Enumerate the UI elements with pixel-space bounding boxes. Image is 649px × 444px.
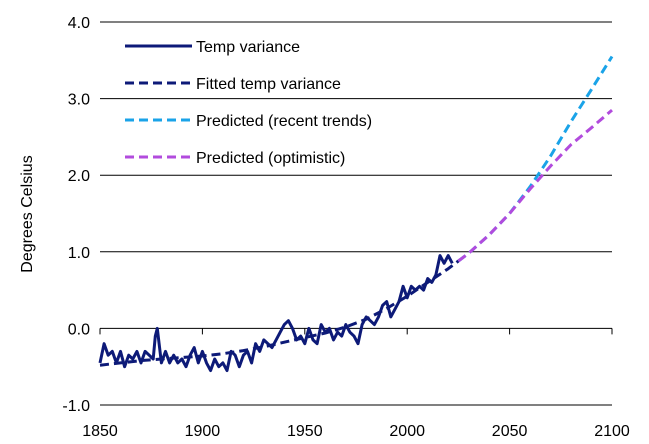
y-tick-label: 0.0 <box>68 321 90 338</box>
x-tick-label: 1900 <box>185 423 221 439</box>
series-lines <box>98 55 614 372</box>
x-tick-label: 2000 <box>389 423 425 439</box>
x-tick-label: 2100 <box>594 423 630 439</box>
legend-label: Fitted temp variance <box>196 76 341 93</box>
legend-label: Predicted (recent trends) <box>196 113 372 130</box>
legend: Temp variance Fitted temp variance Predict… <box>125 39 372 167</box>
series-line-temp-variance <box>98 254 454 372</box>
y-tick-label: 4.0 <box>68 15 90 32</box>
legend-label: Predicted (optimistic) <box>196 150 345 167</box>
x-tick-label: 1850 <box>82 423 118 439</box>
series-line-predicted-optimistic <box>457 108 613 263</box>
y-tick-label: -1.0 <box>62 398 90 415</box>
series-line-fitted-temp-variance <box>99 259 460 367</box>
series-line-predicted-recent-trends <box>457 55 614 263</box>
x-tick-label: 1950 <box>287 423 323 439</box>
gridlines <box>100 21 612 406</box>
y-tick-label: 3.0 <box>68 92 90 109</box>
x-tick-label: 2050 <box>492 423 528 439</box>
legend-label: Temp variance <box>196 39 300 56</box>
y-axis-title: Degrees Celsius <box>19 155 36 272</box>
axes: -1.0 0.0 1.0 2.0 3.0 4.0 1850 1900 1950 2000 2050 2… <box>62 15 630 440</box>
y-tick-label: 2.0 <box>68 168 90 185</box>
y-tick-label: 1.0 <box>68 245 90 262</box>
